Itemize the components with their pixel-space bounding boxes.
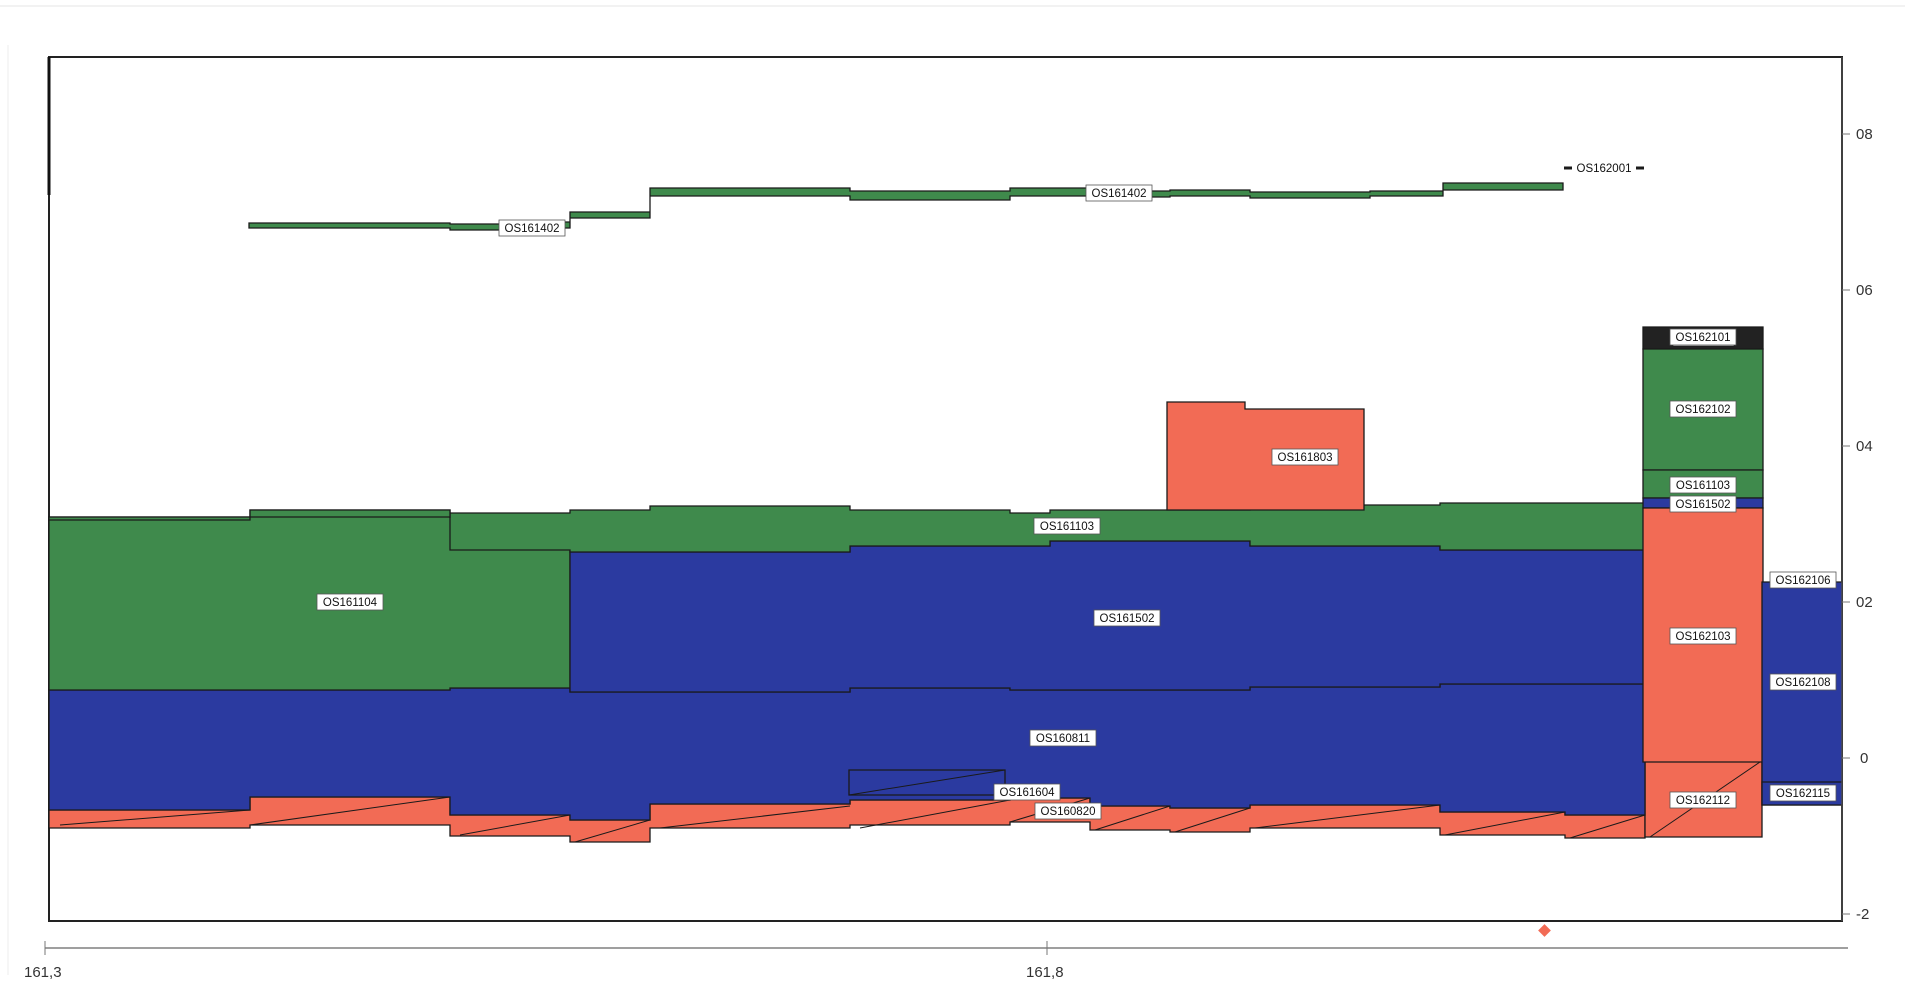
position-marker [1538,924,1551,937]
y-tick-label: -2 [1856,906,1869,923]
label-box-os161502 [1669,495,1737,513]
label-box-os161803 [1271,448,1339,466]
label-os162102: OS162102 [1676,404,1731,416]
layer-geometry [48,166,1843,843]
x-tick-label: 161,3 [24,964,62,981]
hatch-line [1094,805,1171,831]
layer-os162108 [1761,581,1843,806]
y-tick-label: 08 [1856,126,1873,143]
layer-os161103-thin [48,509,451,521]
hatch-line [459,814,571,836]
label-os161402: OS161402 [1092,188,1147,200]
label-os162101: OS162101 [1676,332,1731,344]
hatch-line [1444,811,1566,836]
label-os161502: OS161502 [1100,613,1155,625]
hatch-line [59,809,251,826]
label-box-os161502 [1093,609,1161,627]
label-box-os160820 [1034,802,1102,820]
hatch-line [1569,814,1646,839]
label-os161402: OS161402 [505,223,560,235]
label-box-os162112 [1669,791,1737,809]
label-os161103: OS161103 [1676,480,1730,492]
y-axis: 08 06 04 02 0 -2 [1841,57,1873,923]
hatch-line [249,796,451,826]
label-box-os161402 [498,219,566,237]
label-os162108: OS162108 [1776,677,1831,689]
label-box-os161103 [1033,517,1101,535]
label-os161803: OS161803 [1278,452,1333,464]
label-box-os161402 [1085,184,1153,202]
label-box-os162108 [1769,673,1837,691]
label-os162115: OS162115 [1776,788,1830,800]
hatch-line [1254,804,1441,829]
label-os161502: OS161502 [1676,499,1731,511]
hatch-line [659,805,851,829]
hatch-line [574,819,651,843]
hatch-line [848,769,1006,796]
y-tick-label: 02 [1856,594,1873,611]
y-tick-label: 04 [1856,438,1873,455]
label-os162106: OS162106 [1776,575,1831,587]
label-box-os161104 [316,593,384,611]
label-box-os162103 [1669,627,1737,645]
layer-labels: OS161402 OS161402 OS162001 OS162101 OS162102… [316,163,1837,820]
hatch-line [1174,807,1251,833]
layer-os161803 [1166,401,1365,511]
label-box-os162106 [1769,571,1837,589]
label-box-os160811 [1029,729,1097,747]
x-axis: 161,3 161,8 [24,941,1848,981]
y-tick-label: 06 [1856,282,1873,299]
label-os161104: OS161104 [323,597,378,609]
label-os161604: OS161604 [1000,787,1056,799]
layer-os161402 [248,182,1564,231]
label-os160811: OS160811 [1036,733,1090,745]
label-os160820: OS160820 [1041,806,1096,818]
label-os162112: OS162112 [1676,795,1730,807]
label-os162001: OS162001 [1577,163,1632,175]
label-box-os162101 [1669,328,1737,346]
label-box-os161604 [993,783,1061,801]
label-box-os161103 [1669,476,1737,494]
hatch-line [859,799,1011,829]
label-box-os162102 [1669,400,1737,418]
label-os162103: OS162103 [1676,631,1731,643]
label-os161103: OS161103 [1040,521,1094,533]
y-tick-label: 0 [1860,750,1868,767]
x-tick-label: 161,8 [1026,964,1064,981]
label-box-os162115 [1769,784,1837,802]
